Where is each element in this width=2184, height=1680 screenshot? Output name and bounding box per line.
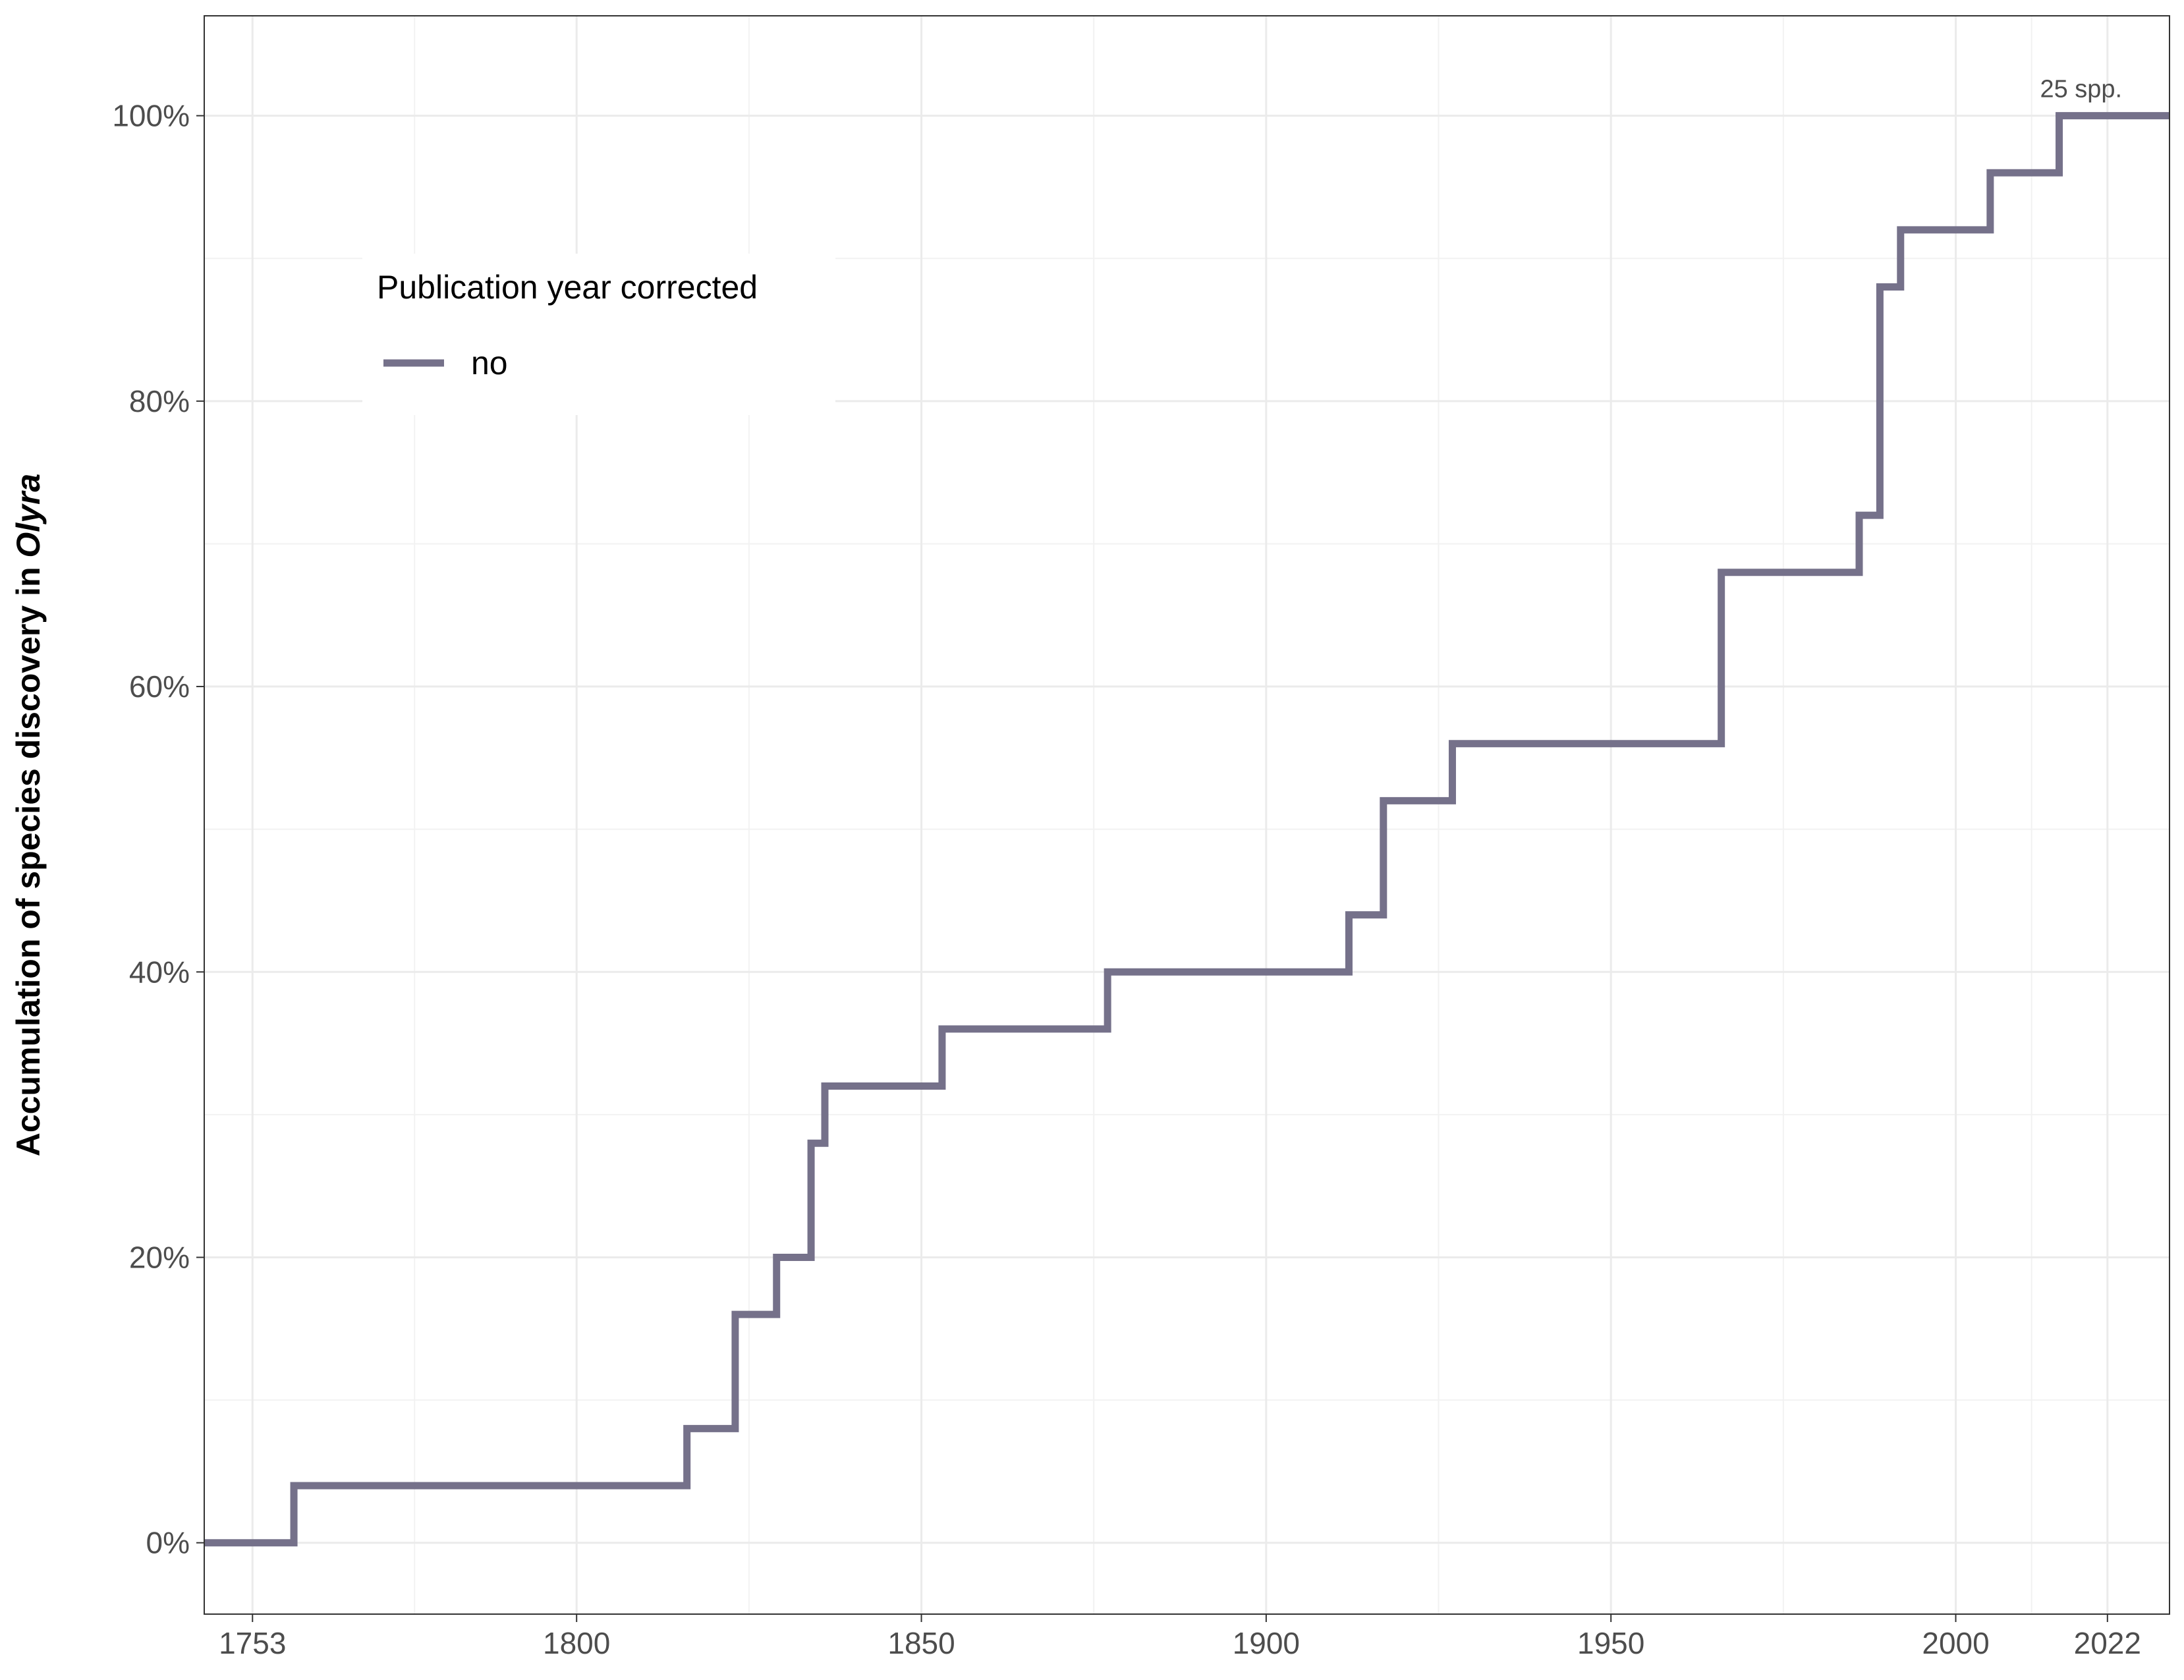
- x-tick-label: 1950: [1577, 1626, 1644, 1660]
- y-tick-label: 0%: [146, 1526, 190, 1560]
- grid: [204, 16, 2170, 1614]
- legend-background: [362, 254, 835, 415]
- y-tick-label: 100%: [112, 99, 190, 133]
- x-tick-label: 1900: [1233, 1626, 1300, 1660]
- legend: Publication year corrected no: [362, 254, 835, 415]
- y-axis-label: Accumulation of species discovery in Oly…: [10, 474, 47, 1156]
- legend-title: Publication year corrected: [377, 269, 758, 306]
- x-tick-label: 1753: [219, 1626, 286, 1660]
- x-tick-label: 1850: [887, 1626, 955, 1660]
- ticks: 1753 1800 1850 1900 1950 2000 2022 0% 20% 40% 60% 8…: [112, 99, 2141, 1660]
- y-tick-label: 60%: [129, 669, 190, 704]
- series-line-no: [204, 112, 2170, 1547]
- panel-border: [204, 15, 2170, 1615]
- x-tick-label: 2000: [1922, 1626, 1989, 1660]
- x-tick-label: 1800: [543, 1626, 610, 1660]
- species-count-annotation: 25 spp.: [2040, 76, 2122, 103]
- y-tick-label: 20%: [129, 1240, 190, 1274]
- y-axis-label-genus: Olyra: [10, 474, 47, 558]
- series-layer: [204, 112, 2170, 1547]
- y-tick-label: 80%: [129, 384, 190, 418]
- x-tick-label: 2022: [2074, 1626, 2141, 1660]
- y-tick-label: 40%: [129, 955, 190, 989]
- legend-label-no: no: [471, 345, 508, 381]
